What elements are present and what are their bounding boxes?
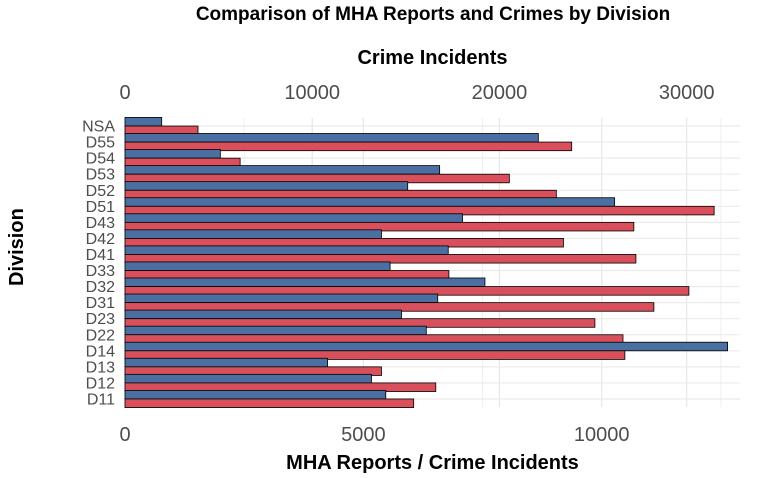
bar-d11-mha — [124, 389, 387, 400]
bottom-axis-title: MHA Reports / Crime Incidents — [286, 452, 579, 474]
top-axis-title: Crime Incidents — [357, 47, 508, 69]
bar-d55-crime — [124, 141, 573, 152]
bar-d32-mha — [124, 277, 486, 287]
y-tick-label: D55 — [86, 135, 115, 152]
bar-d54-mha — [124, 149, 221, 159]
bar-d43-mha — [124, 213, 463, 223]
bar-d52-mha — [124, 181, 409, 191]
y-tick-label: D13 — [86, 359, 115, 376]
bar-d14-mha — [124, 341, 729, 352]
y-tick-label: D23 — [86, 311, 115, 328]
y-tick-label: D22 — [86, 327, 115, 344]
y-tick-label: D51 — [86, 199, 115, 216]
bar-d33-mha — [124, 261, 391, 271]
y-tick-label: NSA — [82, 119, 115, 136]
bar-d53-mha — [124, 165, 441, 175]
bar-d23-mha — [124, 309, 402, 320]
y-tick-label: D11 — [87, 391, 115, 408]
bar-d12-mha — [124, 373, 372, 384]
bar-d22-mha — [124, 325, 427, 336]
top-axis-tick-label: 0 — [119, 82, 130, 104]
bottom-axis-tick-label: 5000 — [341, 424, 386, 446]
bar-d55-mha — [124, 133, 539, 143]
bar-d42-mha — [124, 229, 382, 239]
bottom-axis-tick-label: 0 — [119, 424, 130, 446]
top-axis-tick-label: 20000 — [472, 82, 528, 104]
y-tick-label: D43 — [86, 215, 115, 232]
bottom-axis-tick-label: 10000 — [574, 424, 630, 446]
y-tick-label: D52 — [86, 183, 115, 200]
y-tick-label: D32 — [86, 279, 115, 296]
y-tick-label: D54 — [86, 151, 115, 168]
y-tick-label: D14 — [86, 343, 115, 360]
bar-d31-mha — [124, 293, 439, 304]
y-tick-label: D31 — [86, 295, 115, 312]
y-tick-label: D53 — [86, 167, 115, 184]
bar-d11-crime — [124, 398, 415, 408]
bar-d51-mha — [124, 197, 616, 207]
bar-d13-mha — [124, 357, 329, 368]
bar-d14-crime — [124, 350, 626, 360]
bar-nsa-mha — [124, 117, 163, 127]
bar-d41-mha — [124, 245, 449, 255]
top-axis-tick-label: 10000 — [284, 82, 340, 104]
y-tick-label: D12 — [86, 375, 115, 392]
y-tick-label: D33 — [86, 263, 115, 280]
chart-title: Comparison of MHA Reports and Crimes by … — [195, 4, 671, 25]
y-tick-label: D42 — [86, 231, 115, 248]
top-axis-tick-label: 30000 — [659, 82, 715, 104]
y-tick-label: D41 — [86, 247, 115, 264]
